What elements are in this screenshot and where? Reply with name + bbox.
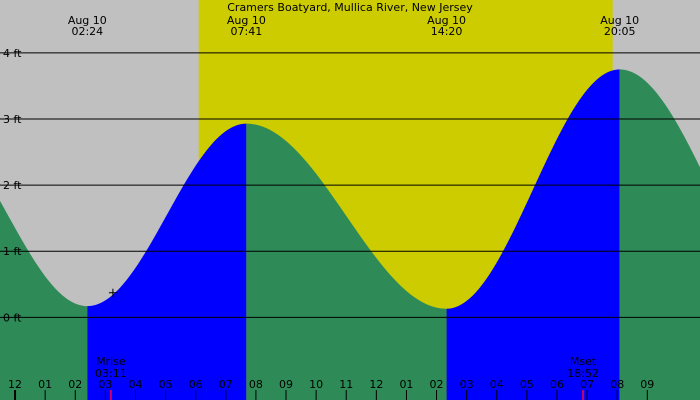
x-tick-label: 12 — [369, 378, 383, 391]
y-tick-label: 0 ft — [3, 311, 22, 324]
x-tick-label: 03 — [460, 378, 474, 391]
rising-tide-area — [87, 123, 247, 400]
extremum-date-label: Aug 10 — [600, 14, 639, 27]
y-tick-label: 1 ft — [3, 245, 22, 258]
y-gridlines — [0, 52, 700, 318]
y-tick-label: 2 ft — [3, 179, 22, 192]
x-tick-label: 09 — [640, 378, 654, 391]
moon-event-label: Mset — [570, 355, 597, 368]
extremum-date-label: Aug 10 — [227, 14, 266, 27]
extremum-time-label: 02:24 — [71, 25, 103, 38]
x-tick-label: 01 — [38, 378, 52, 391]
extremum-time-label: 20:05 — [604, 25, 636, 38]
x-tick-label: 02 — [68, 378, 82, 391]
x-tick-label: 01 — [399, 378, 413, 391]
chart-title: Cramers Boatyard, Mullica River, New Jer… — [227, 1, 473, 14]
x-tick-label: 09 — [279, 378, 293, 391]
x-tick-label: 11 — [339, 378, 353, 391]
x-tick-label: 05 — [159, 378, 173, 391]
extremum-time-label: 14:20 — [431, 25, 463, 38]
x-tick-label: 12 — [8, 378, 22, 391]
cross-marker — [108, 288, 117, 297]
x-tick-label: 05 — [520, 378, 534, 391]
y-tick-label: 3 ft — [3, 113, 22, 126]
x-tick-label: 08 — [249, 378, 263, 391]
moon-event-label: Mrise — [96, 355, 126, 368]
x-tick-label: 04 — [128, 378, 142, 391]
x-tick-label: 07 — [580, 378, 594, 391]
extremum-date-label: Aug 10 — [68, 14, 107, 27]
x-tick-label: 02 — [430, 378, 444, 391]
x-tick-label: 04 — [490, 378, 504, 391]
x-tick-label: 07 — [219, 378, 233, 391]
x-tick-label: 08 — [610, 378, 624, 391]
moon-event-time: 18:52 — [567, 367, 599, 380]
y-tick-label: 4 ft — [3, 47, 22, 60]
falling-tide-area — [246, 123, 447, 400]
extremum-date-label: Aug 10 — [427, 14, 466, 27]
falling-tide-area — [0, 200, 88, 400]
x-tick-label: 03 — [98, 378, 112, 391]
x-tick-label: 06 — [189, 378, 203, 391]
x-tick-label: 10 — [309, 378, 323, 391]
x-tick-label: 06 — [550, 378, 564, 391]
moon-event-time: 03:11 — [95, 367, 127, 380]
extremum-time-label: 07:41 — [231, 25, 263, 38]
